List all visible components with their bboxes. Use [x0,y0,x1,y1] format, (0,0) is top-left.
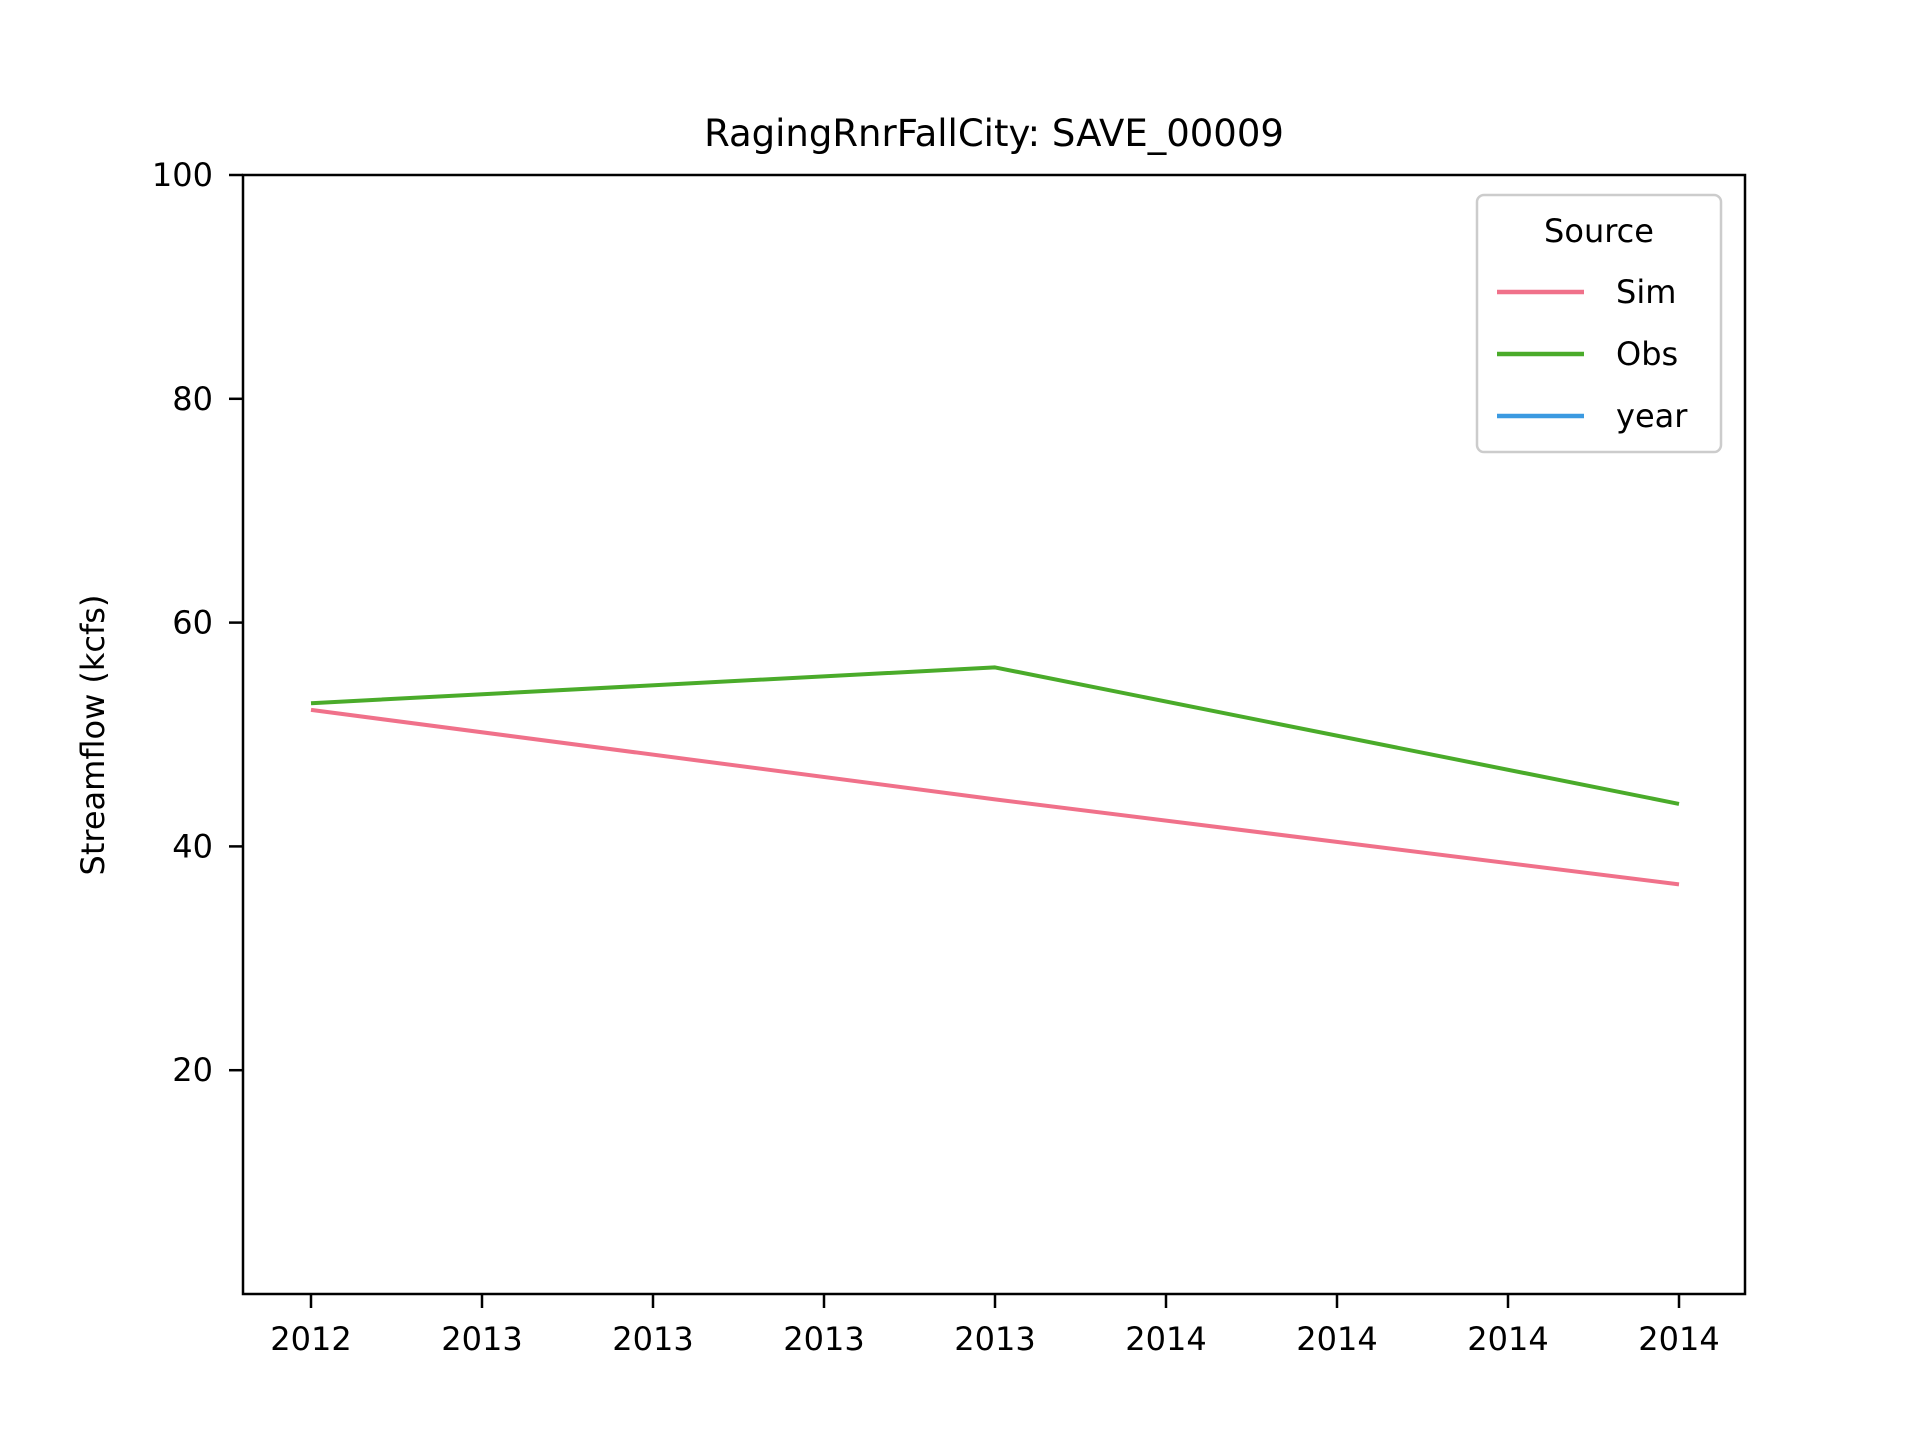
legend-label-sim: Sim [1616,273,1676,311]
series-line-sim [310,707,1680,887]
chart-title: RagingRnrFallCity: SAVE_00009 [704,112,1284,155]
x-tick-label: 2012 [270,1320,351,1358]
x-tick-label: 2014 [1296,1320,1377,1358]
legend-box [1475,193,1723,454]
x-tick-label: 2013 [612,1320,693,1358]
legend: Source Sim Obs year [1475,193,1723,454]
legend-label-year: year [1616,397,1688,435]
x-tick-label: 2013 [954,1320,1035,1358]
y-tick-label: 20 [172,1051,213,1089]
x-tick-label: 2014 [1467,1320,1548,1358]
legend-title: Source [1544,212,1654,250]
series-line-obs [310,665,1680,806]
legend-label-obs: Obs [1616,335,1678,373]
y-tick-label: 80 [172,380,213,418]
y-axis: 20 40 60 80 100 [152,156,243,1089]
y-axis-label: Streamflow (kcfs) [74,595,112,876]
y-tick-label: 100 [152,156,213,194]
y-tick-label: 40 [172,827,213,865]
x-tick-label: 2013 [783,1320,864,1358]
y-tick-label: 60 [172,604,213,642]
x-tick-label: 2013 [441,1320,522,1358]
series-layer [310,665,1680,887]
x-tick-label: 2014 [1125,1320,1206,1358]
x-tick-label: 2014 [1638,1320,1719,1358]
legend-items: Sim Obs year [1497,273,1688,435]
x-axis: 2012 2013 2013 2013 2013 2014 2014 2014 2014 [270,1294,1720,1358]
